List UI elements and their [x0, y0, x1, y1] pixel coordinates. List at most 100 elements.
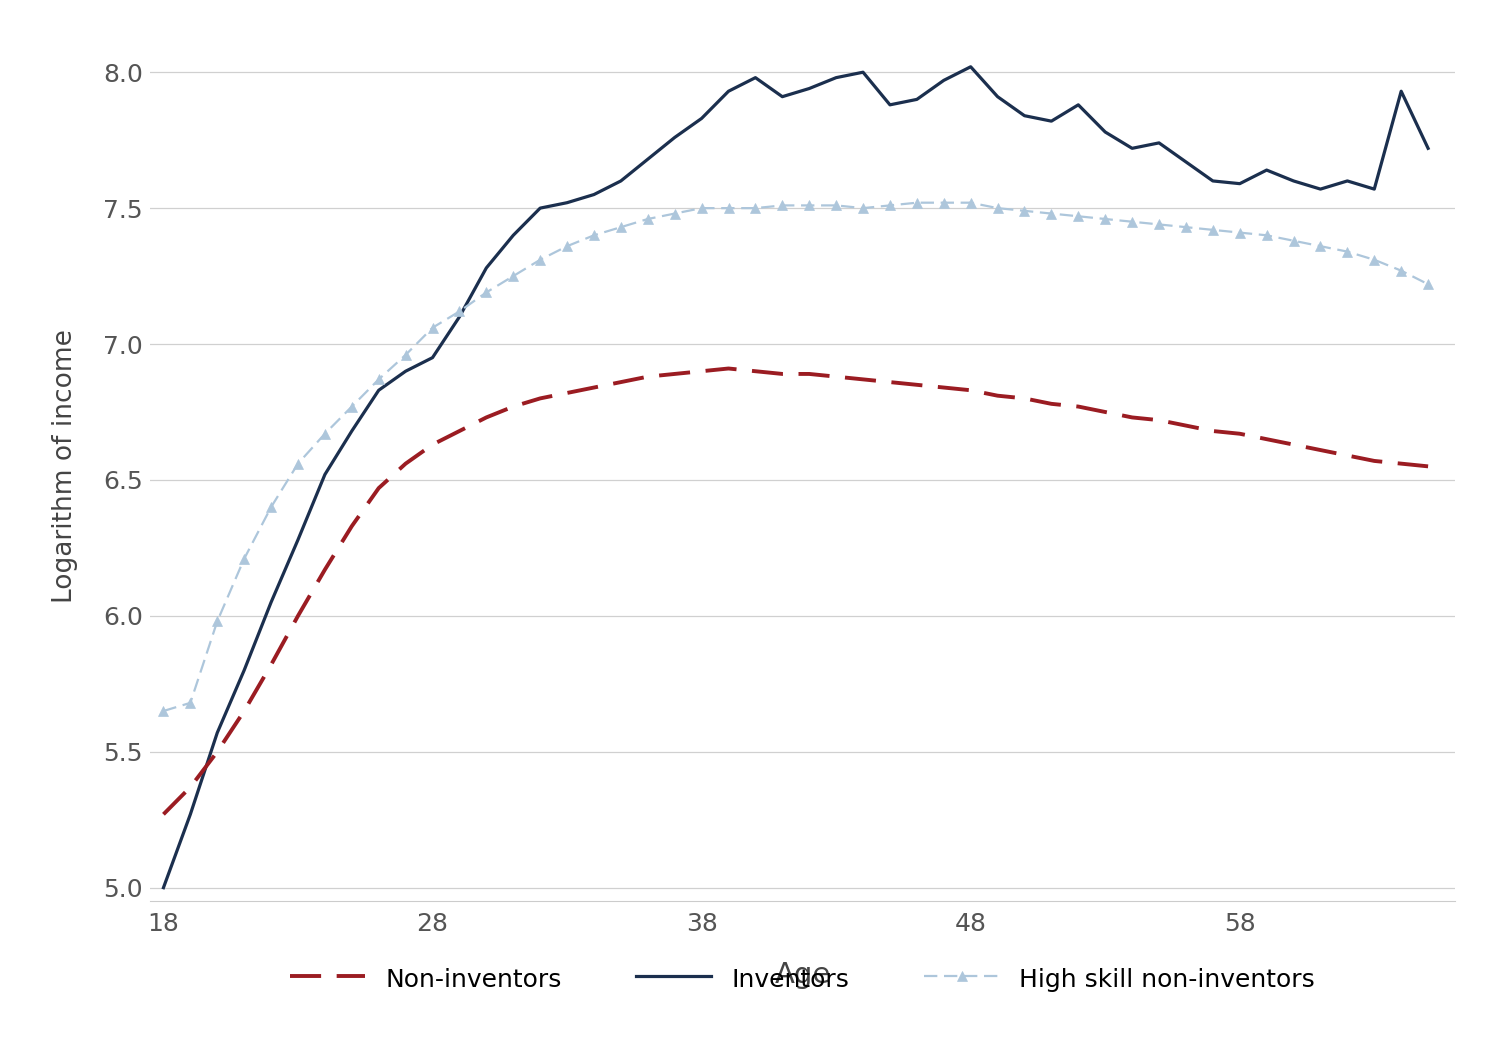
Non-inventors [182, 781, 200, 793]
Inventors [450, 310, 468, 323]
High skill non-inventors [1365, 254, 1383, 266]
High skill non-inventors [558, 240, 576, 253]
Inventors [666, 131, 684, 144]
High skill non-inventors [720, 202, 738, 215]
Inventors [423, 351, 441, 364]
Inventors [693, 112, 711, 125]
Non-inventors [290, 610, 308, 623]
Non-inventors [262, 658, 280, 671]
Non-inventors [344, 520, 362, 532]
High skill non-inventors [908, 196, 926, 209]
High skill non-inventors [369, 373, 387, 386]
Legend: Non-inventors, Inventors, High skill non-inventors: Non-inventors, Inventors, High skill non… [280, 956, 1324, 1002]
Non-inventors [236, 704, 254, 717]
Inventors [827, 71, 844, 84]
Non-inventors [396, 457, 414, 470]
Inventors [962, 61, 980, 73]
Inventors [396, 365, 414, 377]
Non-inventors [880, 376, 898, 389]
Inventors [1230, 177, 1248, 190]
Non-inventors [827, 370, 844, 383]
High skill non-inventors [504, 269, 522, 282]
High skill non-inventors [1016, 204, 1034, 217]
Inventors [1365, 182, 1383, 195]
Non-inventors [1124, 411, 1142, 423]
Y-axis label: Logarithm of income: Logarithm of income [53, 329, 78, 604]
Line: Inventors: Inventors [164, 67, 1428, 888]
Non-inventors [639, 370, 657, 383]
Inventors [1204, 175, 1222, 188]
Inventors [316, 468, 334, 481]
Inventors [290, 533, 308, 546]
Inventors [934, 74, 952, 87]
Line: Non-inventors: Non-inventors [164, 369, 1428, 814]
High skill non-inventors [1338, 245, 1356, 258]
Inventors [369, 384, 387, 396]
Inventors [1419, 143, 1437, 155]
High skill non-inventors [209, 615, 226, 628]
High skill non-inventors [693, 202, 711, 215]
High skill non-inventors [290, 457, 308, 470]
X-axis label: Age: Age [774, 961, 831, 989]
Non-inventors [423, 438, 441, 451]
Non-inventors [477, 411, 495, 423]
Non-inventors [934, 381, 952, 394]
Inventors [720, 85, 738, 97]
High skill non-inventors [344, 400, 362, 413]
High skill non-inventors [853, 202, 871, 215]
Non-inventors [666, 368, 684, 380]
High skill non-inventors [1311, 240, 1329, 253]
Non-inventors [800, 368, 818, 380]
Inventors [1284, 175, 1302, 188]
High skill non-inventors [1042, 208, 1060, 220]
Non-inventors [1150, 414, 1168, 427]
High skill non-inventors [477, 286, 495, 299]
High skill non-inventors [612, 221, 630, 234]
Non-inventors [585, 381, 603, 394]
Inventors [612, 175, 630, 188]
Non-inventors [154, 808, 172, 821]
Inventors [988, 90, 1006, 103]
Non-inventors [774, 368, 792, 380]
High skill non-inventors [639, 213, 657, 225]
Non-inventors [1178, 419, 1196, 432]
Non-inventors [558, 387, 576, 399]
Non-inventors [1419, 460, 1437, 473]
Non-inventors [450, 424, 468, 437]
Non-inventors [908, 378, 926, 391]
High skill non-inventors [396, 349, 414, 362]
Inventors [1311, 182, 1329, 195]
Inventors [558, 196, 576, 209]
Inventors [236, 664, 254, 677]
High skill non-inventors [800, 199, 818, 212]
Inventors [531, 202, 549, 215]
Inventors [1042, 115, 1060, 128]
Inventors [1016, 109, 1034, 122]
Non-inventors [612, 376, 630, 389]
Non-inventors [369, 482, 387, 495]
Non-inventors [853, 373, 871, 386]
Inventors [853, 66, 871, 79]
Inventors [1338, 175, 1356, 188]
Inventors [800, 82, 818, 94]
Inventors [747, 71, 765, 84]
High skill non-inventors [1392, 264, 1410, 277]
High skill non-inventors [585, 230, 603, 242]
Non-inventors [1365, 455, 1383, 467]
Inventors [477, 262, 495, 275]
Non-inventors [962, 384, 980, 396]
High skill non-inventors [962, 196, 980, 209]
Non-inventors [1016, 392, 1034, 405]
Non-inventors [316, 564, 334, 576]
High skill non-inventors [988, 202, 1006, 215]
Inventors [1392, 85, 1410, 97]
High skill non-inventors [1257, 230, 1275, 242]
Non-inventors [531, 392, 549, 405]
Non-inventors [1096, 406, 1114, 418]
Non-inventors [1311, 443, 1329, 456]
High skill non-inventors [1070, 210, 1088, 222]
Inventors [504, 230, 522, 242]
High skill non-inventors [1284, 235, 1302, 247]
High skill non-inventors [747, 202, 765, 215]
Inventors [344, 424, 362, 437]
